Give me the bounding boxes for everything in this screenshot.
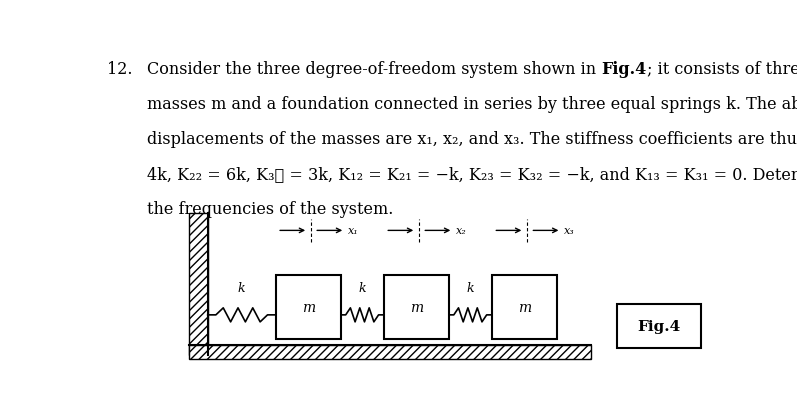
Text: the frequencies of the system.: the frequencies of the system. — [147, 201, 394, 218]
Text: x₂: x₂ — [457, 226, 467, 236]
Text: Fig.4: Fig.4 — [602, 61, 646, 78]
Bar — [276, 275, 340, 339]
Text: Fig.4: Fig.4 — [638, 319, 681, 333]
Bar — [189, 214, 208, 355]
Bar — [384, 275, 449, 339]
Text: x₁: x₁ — [348, 226, 359, 236]
Bar — [617, 304, 701, 349]
Text: m: m — [410, 300, 422, 314]
Text: 4k, K₂₂ = 6k, K₃ゃ = 3k, K₁₂ = K₂₁ = −k, K₂₃ = K₃₂ = −k, and K₁₃ = K₃₁ = 0. Deter: 4k, K₂₂ = 6k, K₃ゃ = 3k, K₁₂ = K₂₁ = −k, … — [147, 166, 797, 183]
Text: m: m — [518, 300, 531, 314]
Text: ; it consists of three equal: ; it consists of three equal — [646, 61, 797, 78]
Text: Consider the three degree-of-freedom system shown in: Consider the three degree-of-freedom sys… — [147, 61, 602, 78]
Text: m: m — [301, 300, 315, 314]
Bar — [492, 275, 556, 339]
Text: displacements of the masses are x₁, x₂, and x₃. The stiffness coefficients are t: displacements of the masses are x₁, x₂, … — [147, 131, 797, 147]
Text: 12.: 12. — [107, 61, 132, 78]
Text: k: k — [466, 281, 474, 294]
Text: masses m and a foundation connected in series by three equal springs k. The abso: masses m and a foundation connected in s… — [147, 96, 797, 113]
Text: x₃: x₃ — [564, 226, 575, 236]
Text: k: k — [238, 281, 245, 294]
Text: k: k — [359, 281, 366, 294]
Bar — [189, 345, 591, 360]
